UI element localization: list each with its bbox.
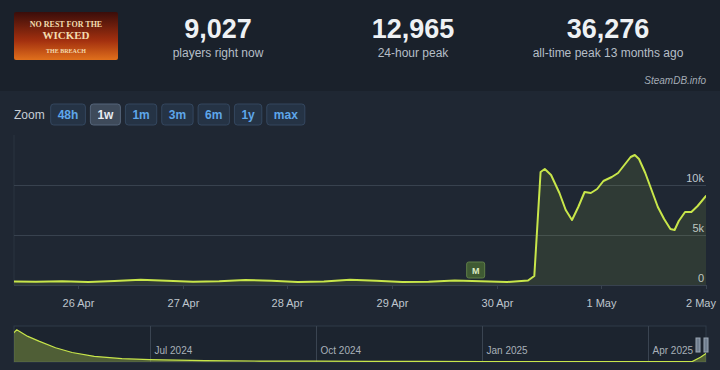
x-tick-label: Apr 2025 [653, 345, 694, 356]
zoom-button[interactable]: max [267, 104, 305, 125]
x-tick-label: 27 Apr [168, 297, 200, 309]
x-tick-label: 29 Apr [377, 297, 409, 309]
x-gridline [648, 326, 649, 362]
zoom-button-box[interactable] [125, 104, 156, 125]
x-tick-label: 1 May [587, 297, 617, 309]
x-tick [392, 285, 393, 289]
series-line [14, 155, 706, 282]
x-tick-label: Jul 2024 [155, 345, 193, 356]
navigator-handle[interactable] [704, 338, 708, 352]
zoom-button-box[interactable] [51, 104, 86, 125]
page: NO REST FOR THEWICKED THE BREACH 9,027 play… [0, 0, 720, 370]
x-tick-label: 26 Apr [63, 297, 95, 309]
source: SteamDB.info [644, 75, 706, 86]
x-tick [706, 285, 707, 289]
zoom-button-label[interactable]: 6m [205, 108, 222, 122]
plot-area [14, 330, 706, 362]
x-tick [78, 285, 79, 289]
x-tick-label: 30 Apr [482, 297, 514, 309]
plot-area [14, 155, 706, 285]
zoom-button-label[interactable]: 48h [58, 108, 79, 122]
stat-value: 36,276 [567, 14, 650, 44]
logo-text: THE BREACH [46, 48, 86, 54]
x-tick [183, 285, 184, 289]
zoom-button-box[interactable] [234, 104, 261, 125]
logo-text: WICKED [42, 29, 89, 41]
series-area [14, 155, 706, 285]
zoom-button[interactable]: 3m [162, 104, 193, 125]
zoom-button[interactable]: 1m [125, 104, 156, 125]
game-logo [14, 12, 118, 60]
x-tick-label: 28 Apr [272, 297, 304, 309]
panel-background [0, 0, 720, 370]
x-gridline [482, 326, 483, 362]
stat-label: all-time peak 13 months ago [533, 46, 684, 60]
zoom-button[interactable]: 1y [234, 104, 261, 125]
x-gridline [150, 326, 151, 362]
zoom-button-label[interactable]: 1m [132, 108, 149, 122]
y-gridline [14, 285, 706, 286]
zoom-button[interactable]: 6m [198, 104, 229, 125]
annotation-label: M [472, 266, 480, 276]
stat-label: players right now [173, 46, 264, 60]
x-tick [287, 285, 288, 289]
zoom-button[interactable]: 48h [51, 104, 86, 125]
series-line [14, 330, 706, 362]
annotation-badge: M [467, 262, 485, 278]
series-area [14, 330, 706, 362]
zoom-button-box[interactable] [198, 104, 229, 125]
x-gridline [316, 326, 317, 362]
x-tick-label: Jan 2025 [487, 345, 529, 356]
header-background [0, 0, 720, 91]
x-tick [601, 285, 602, 289]
zoom-button-box[interactable] [267, 104, 305, 125]
stat-value: 9,027 [184, 14, 252, 44]
navigator-handle[interactable] [696, 338, 700, 352]
y-tick-label: 10k [686, 172, 704, 184]
zoom-button[interactable]: 1w [90, 104, 120, 125]
x-tick [497, 285, 498, 289]
x-tick-label: Oct 2024 [321, 345, 362, 356]
zoom-button-box[interactable] [162, 104, 193, 125]
navigator-frame [14, 326, 706, 362]
annotation-box [467, 262, 485, 278]
stat-label: 24-hour peak [378, 46, 450, 60]
zoom-button-label[interactable]: 3m [169, 108, 186, 122]
zoom-label: Zoom [14, 108, 45, 122]
zoom-button-label[interactable]: 1y [241, 108, 255, 122]
zoom-button-label[interactable]: 1w [97, 108, 114, 122]
y-axis-line [14, 135, 15, 285]
x-tick-label: 2 May [686, 297, 716, 309]
stat-value: 12,965 [372, 14, 455, 44]
logo-text: NO REST FOR THE [30, 20, 102, 29]
zoom-button-label[interactable]: max [274, 108, 298, 122]
zoom-button-box[interactable] [90, 104, 120, 125]
